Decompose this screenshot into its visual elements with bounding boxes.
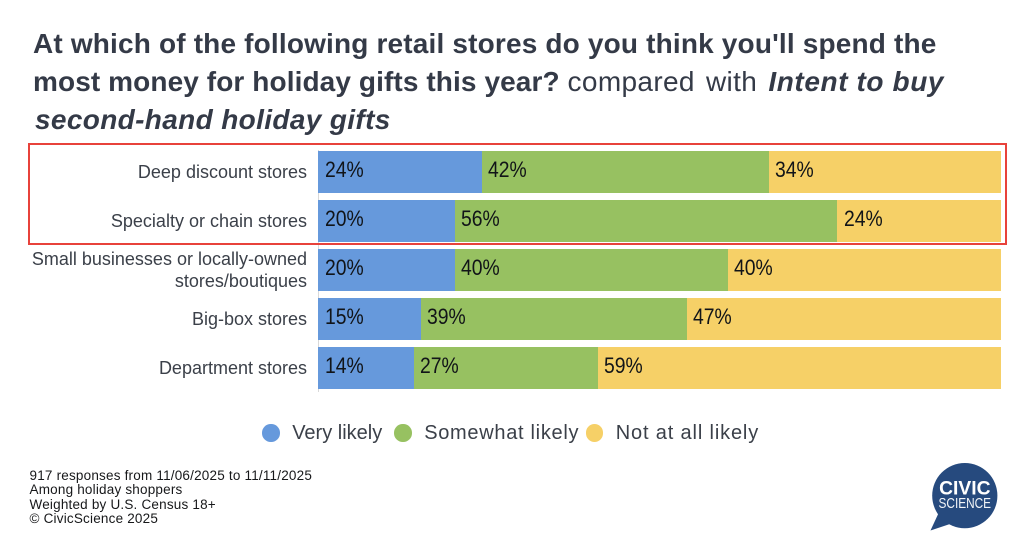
svg-text:SCIENCE: SCIENCE [939, 496, 992, 512]
svg-text:CIVIC: CIVIC [939, 478, 990, 500]
